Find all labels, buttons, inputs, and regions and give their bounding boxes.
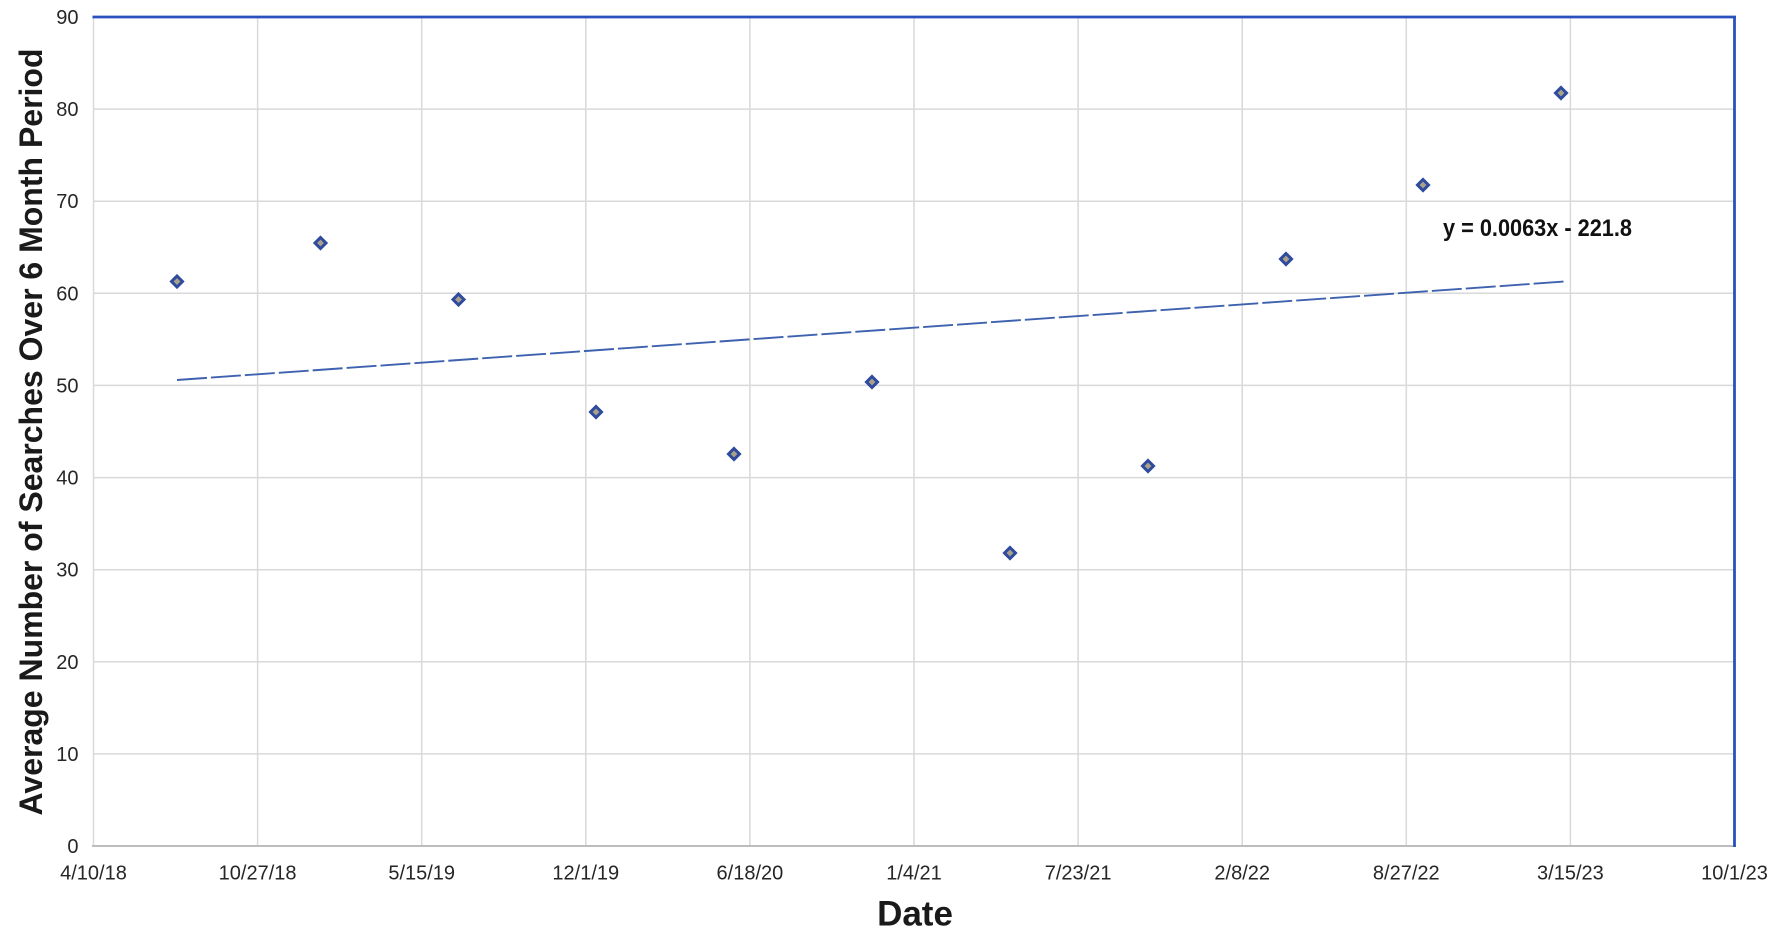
svg-text:10/1/23: 10/1/23: [1701, 863, 1768, 885]
svg-text:60: 60: [56, 283, 78, 305]
svg-text:5/15/19: 5/15/19: [388, 863, 455, 885]
svg-text:2/8/22: 2/8/22: [1214, 863, 1270, 885]
svg-text:4/10/18: 4/10/18: [60, 863, 127, 885]
svg-text:0: 0: [67, 836, 78, 858]
svg-text:50: 50: [56, 375, 78, 397]
svg-text:80: 80: [56, 99, 78, 121]
svg-text:Date: Date: [877, 895, 953, 934]
svg-text:10/27/18: 10/27/18: [219, 863, 297, 885]
svg-text:3/15/23: 3/15/23: [1537, 863, 1604, 885]
svg-text:70: 70: [56, 191, 78, 213]
svg-text:8/27/22: 8/27/22: [1373, 863, 1440, 885]
svg-text:7/23/21: 7/23/21: [1045, 863, 1112, 885]
svg-text:Average Number of Searches Ove: Average Number of Searches Over 6 Month …: [13, 48, 49, 815]
svg-text:6/18/20: 6/18/20: [717, 863, 784, 885]
svg-text:10: 10: [56, 744, 78, 766]
svg-text:30: 30: [56, 560, 78, 582]
svg-text:y = 0.0063x - 221.8: y = 0.0063x - 221.8: [1443, 215, 1632, 242]
svg-text:40: 40: [56, 468, 78, 490]
svg-text:20: 20: [56, 652, 78, 674]
svg-text:90: 90: [56, 7, 78, 29]
svg-text:1/4/21: 1/4/21: [886, 863, 942, 885]
svg-text:12/1/19: 12/1/19: [552, 863, 619, 885]
